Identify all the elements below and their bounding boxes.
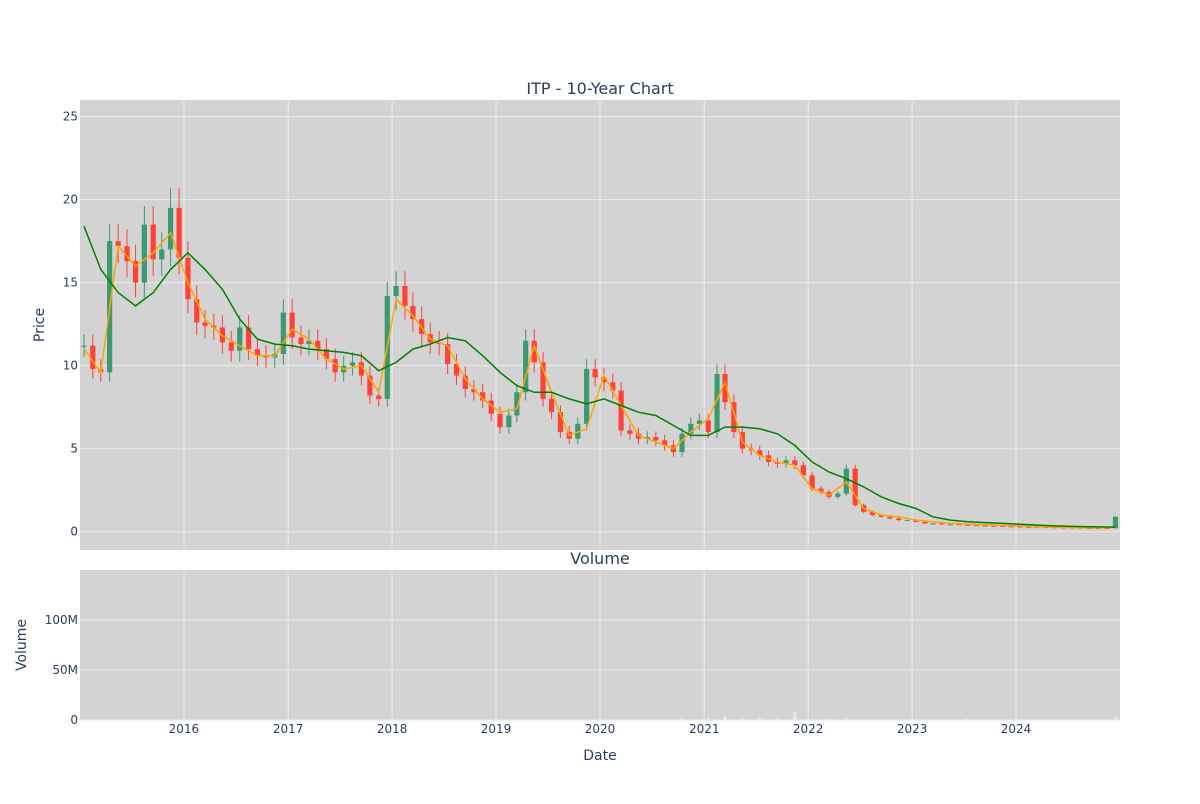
volume-bar — [681, 719, 684, 721]
price-candle — [497, 414, 502, 427]
price-candle — [948, 524, 953, 525]
volume-bar — [793, 712, 796, 720]
price-candle — [922, 522, 927, 524]
volume-bar — [966, 719, 969, 721]
x-tick-label: 2017 — [273, 722, 304, 736]
price-candle — [394, 286, 399, 296]
price-y-tick-labels: 0 5 10 15 20 25 — [63, 110, 78, 539]
x-tick-label: 2024 — [1001, 722, 1032, 736]
price-candle — [159, 249, 164, 259]
price-candle — [376, 396, 381, 399]
volume-y-tick-labels: 0 50M 100M — [45, 613, 78, 727]
price-y-tick-label: 20 — [63, 193, 78, 207]
price-candle — [298, 337, 303, 344]
volume-bar — [915, 719, 918, 720]
price-candle — [281, 313, 286, 355]
price-candle — [593, 369, 598, 377]
volume-y-tick-label: 0 — [70, 713, 78, 727]
volume-bar — [1070, 719, 1073, 720]
volume-y-axis-label: Volume — [14, 619, 30, 671]
price-candle — [653, 437, 658, 440]
price-y-tick-label: 10 — [63, 359, 78, 373]
x-tick-label: 2018 — [377, 722, 408, 736]
price-y-tick-label: 15 — [63, 276, 78, 290]
price-candle — [853, 469, 858, 506]
x-tick-label: 2021 — [689, 722, 720, 736]
price-candle — [930, 523, 935, 524]
price-candle — [618, 391, 623, 431]
volume-bar — [862, 719, 865, 720]
x-tick-label: 2023 — [897, 722, 928, 736]
x-axis-label: Date — [583, 748, 616, 764]
price-candle — [896, 518, 901, 520]
volume-bar — [845, 718, 848, 721]
price-candle — [835, 494, 840, 497]
price-candle — [549, 399, 554, 412]
volume-bar — [776, 719, 779, 721]
x-tick-label: 2022 — [793, 722, 824, 736]
price-candle — [168, 208, 173, 250]
volume-bar — [811, 719, 814, 720]
price-candle — [584, 369, 589, 424]
x-tick-label: 2020 — [585, 722, 616, 736]
price-candle — [229, 342, 234, 350]
price-candle — [905, 520, 910, 521]
price-candle — [706, 420, 711, 432]
volume-bar — [827, 719, 830, 721]
volume-bar — [707, 718, 710, 721]
x-tick-label: 2019 — [481, 722, 512, 736]
price-candle — [939, 523, 944, 524]
price-candle — [290, 313, 295, 338]
volume-y-tick-label: 100M — [45, 613, 78, 627]
price-candle — [402, 286, 407, 306]
price-candle — [81, 346, 86, 347]
price-y-tick-label: 5 — [70, 442, 78, 456]
volume-bar — [1019, 719, 1022, 720]
volume-chart-title: Volume — [570, 549, 630, 568]
volume-bar — [741, 719, 744, 721]
price-candle — [627, 430, 632, 433]
price-candle — [350, 362, 355, 365]
price-candle — [90, 346, 95, 369]
volume-bar — [1114, 717, 1117, 720]
price-candle — [887, 517, 892, 519]
price-candle — [202, 323, 207, 326]
price-chart-title: ITP - 10-Year Chart — [526, 79, 673, 98]
volume-y-tick-label: 50M — [52, 663, 78, 677]
price-y-tick-label: 25 — [63, 110, 78, 124]
price-candle — [142, 225, 147, 283]
price-candle — [506, 415, 511, 427]
x-tick-labels: 2016 2017 2018 2019 2020 2021 2022 2023 2024 — [169, 722, 1032, 736]
volume-bar — [724, 716, 727, 720]
volume-bar — [758, 718, 761, 720]
x-tick-label: 2016 — [169, 722, 200, 736]
price-y-axis-label: Price — [32, 308, 48, 342]
price-y-tick-label: 0 — [70, 525, 78, 539]
